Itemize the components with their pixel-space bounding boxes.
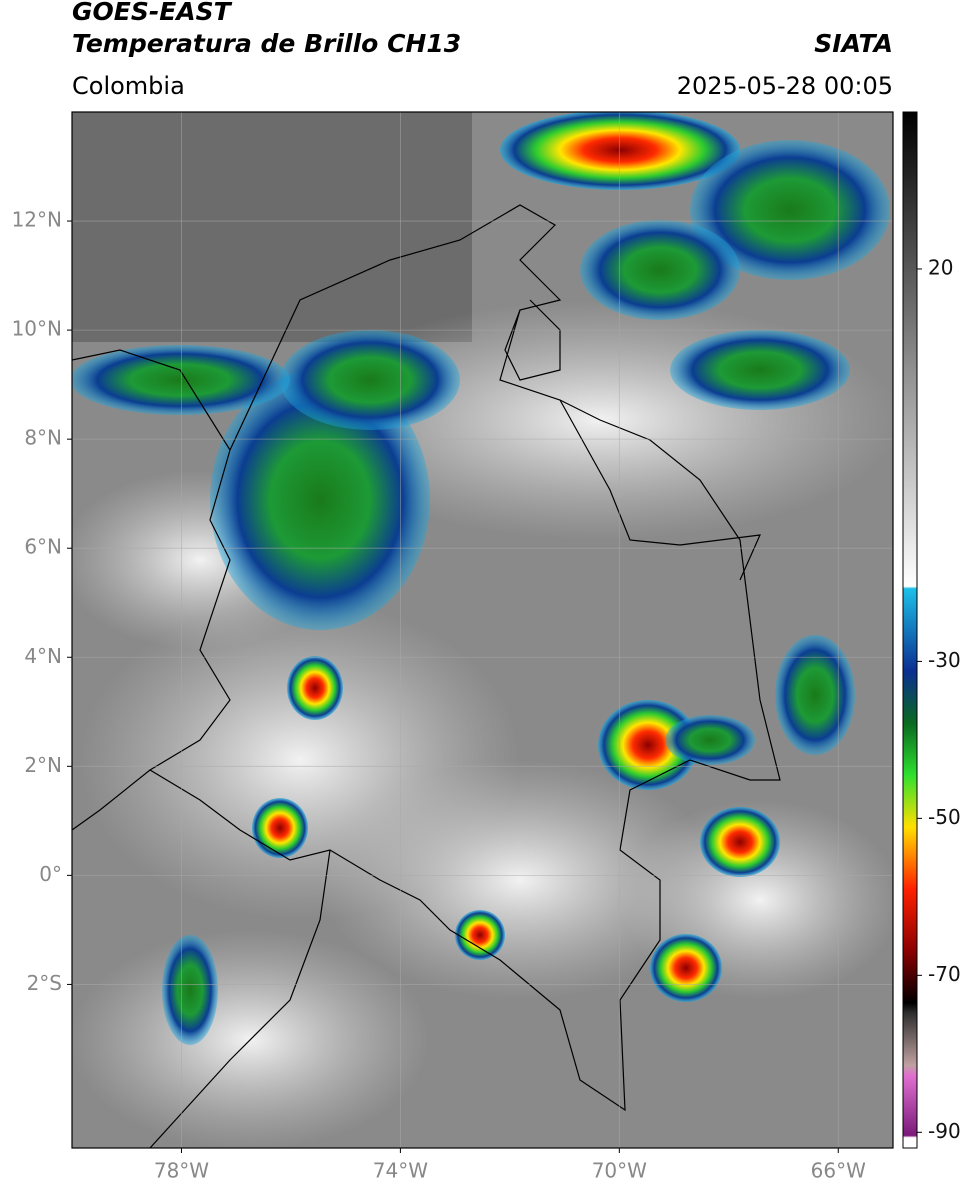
lat-label: 2°S: [27, 971, 62, 995]
lat-label: 4°N: [24, 644, 62, 668]
lat-label: 12°N: [12, 208, 62, 232]
subtitle: Temperatura de Brillo CH13: [72, 29, 461, 58]
lon-label: 78°W: [154, 1159, 209, 1183]
lon-label: 74°W: [373, 1159, 428, 1183]
source: SIATA: [814, 29, 893, 58]
lat-label: 10°N: [12, 317, 62, 341]
colorbar-label: -50: [928, 805, 961, 829]
satellite-image: [72, 112, 893, 1148]
colorbar-label: 20: [928, 255, 953, 279]
graticule: [72, 112, 893, 1148]
lon-label: 66°W: [811, 1159, 866, 1183]
lat-label: 2°N: [24, 753, 62, 777]
colorbar-label: -90: [928, 1119, 961, 1143]
lat-label: 8°N: [24, 426, 62, 450]
datetime: 2025-05-28 00:05: [677, 72, 893, 100]
lat-label: 6°N: [24, 535, 62, 559]
lon-label: 70°W: [592, 1159, 647, 1183]
lat-label: 0°: [39, 862, 62, 886]
map-frame: [71, 111, 894, 1149]
colorbar-label: -70: [928, 962, 961, 986]
title: GOES-EAST: [72, 0, 233, 26]
colorbar: [902, 111, 918, 1149]
region: Colombia: [72, 72, 185, 100]
colorbar-label: -30: [928, 648, 961, 672]
